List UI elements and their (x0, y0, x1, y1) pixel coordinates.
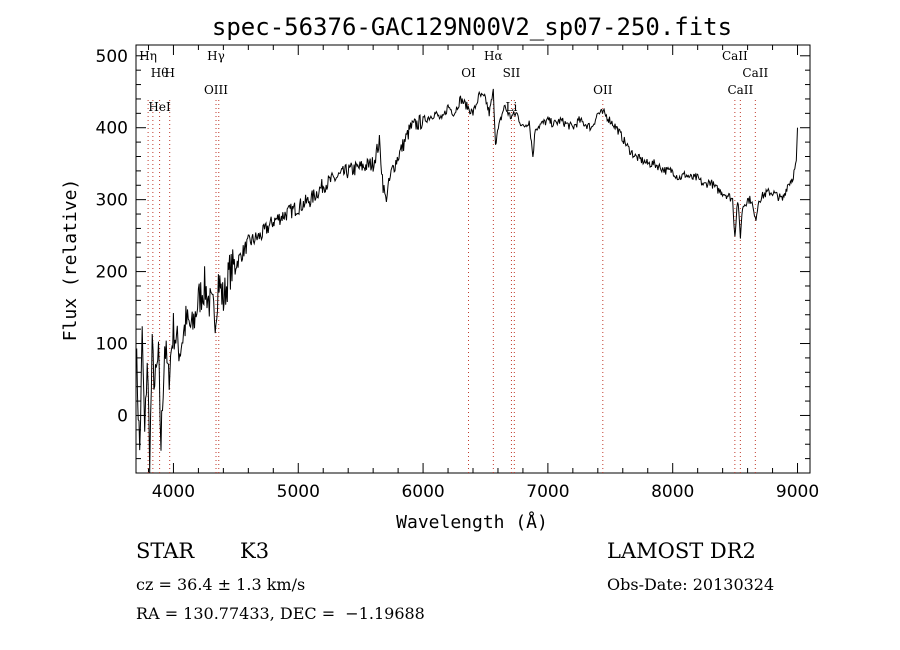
y-axis-label: Flux (relative) (60, 179, 81, 342)
y-tick-label: 200 (96, 263, 128, 283)
y-tick-label: 300 (96, 191, 128, 211)
x-tick-label: 4000 (152, 482, 195, 502)
x-tick-label: 6000 (401, 482, 444, 502)
plot-area: 4000 5000 6000 7000 8000 9000 0 100 200 300 400 500… (96, 44, 819, 502)
spectral-line-label: OII (593, 83, 613, 97)
object-class: STAR (136, 539, 195, 563)
y-tick-label: 0 (117, 406, 128, 426)
survey-name: LAMOST DR2 (607, 539, 756, 563)
y-tick-label: 100 (96, 335, 128, 355)
y-tick-label: 400 (96, 119, 128, 139)
spectral-line-label: Hθ (151, 66, 169, 80)
x-tick-label: 8000 (651, 482, 694, 502)
object-subclass: K3 (240, 539, 270, 563)
spectral-line-label: CaII (727, 83, 753, 97)
x-tick-label: 7000 (526, 482, 569, 502)
x-tick-label: 9000 (776, 482, 819, 502)
spectral-line-label: H (164, 66, 174, 80)
spectral-line-label: CaII (722, 49, 748, 63)
y-tick-label: 500 (96, 47, 128, 67)
obs-date: Obs-Date: 20130324 (607, 575, 775, 594)
spectral-line-label: OIII (204, 83, 228, 97)
spectral-line-label: Hα (484, 49, 503, 63)
spectral-line-label: Hγ (207, 49, 225, 63)
plot-frame (135, 44, 811, 474)
redshift-info: cz = 36.4 ± 1.3 km/s (136, 575, 306, 594)
x-axis-label: Wavelength (Å) (396, 511, 548, 533)
spectral-line-label: Li (506, 100, 518, 114)
coordinates: RA = 130.77433, DEC = −1.19688 (136, 604, 425, 623)
x-tick-label: 5000 (277, 482, 320, 502)
spectral-line-label: HeI (148, 100, 171, 114)
chart-title: spec-56376-GAC129N00V2_sp07-250.fits (212, 13, 732, 41)
spectrum-line (136, 88, 798, 473)
spectral-line-label: CaII (742, 66, 768, 80)
spectral-line-label: SII (503, 66, 521, 80)
spectral-line-label: OI (461, 66, 476, 80)
spectral-line-label: Hη (139, 49, 157, 63)
